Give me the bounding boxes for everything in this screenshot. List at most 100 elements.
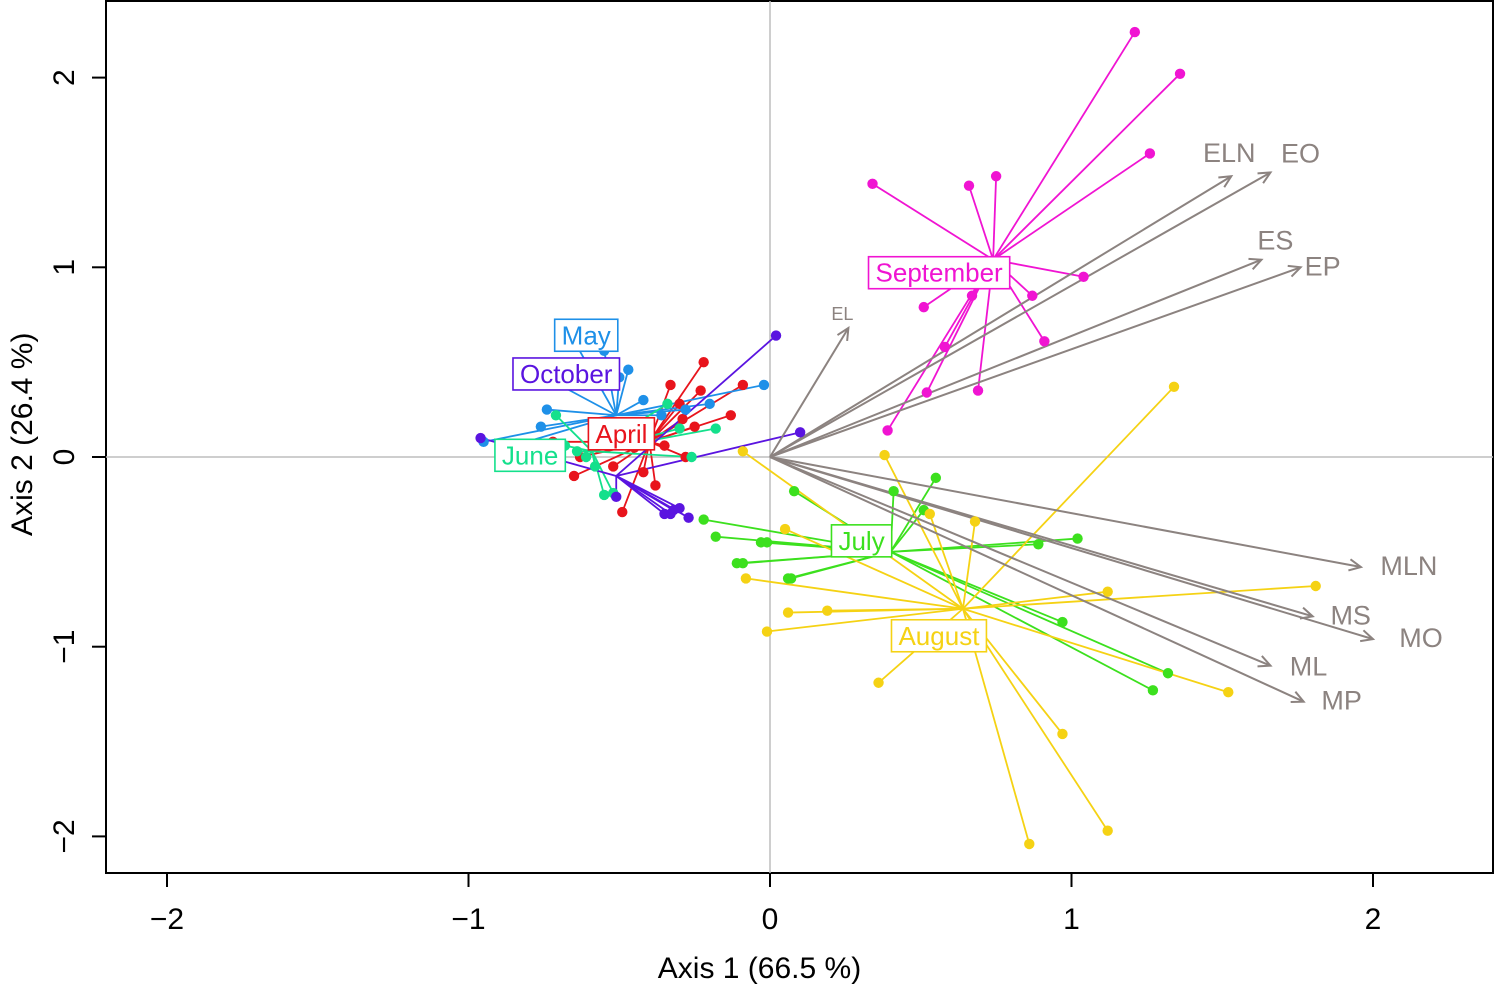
y-tick-label: 2 (48, 69, 81, 86)
data-point (737, 558, 749, 569)
data-point (924, 508, 935, 520)
data-point (873, 677, 884, 688)
data-point (740, 573, 752, 584)
data-point (623, 364, 634, 375)
arrow-head (1248, 257, 1264, 270)
data-point (665, 379, 676, 391)
data-point (822, 605, 833, 616)
data-point (758, 379, 770, 391)
x-tick-label: 2 (1365, 903, 1382, 936)
data-point (1102, 586, 1113, 597)
group-label-box (494, 438, 567, 473)
data-point (589, 461, 601, 472)
data-point (568, 470, 580, 482)
y-tick-label: −1 (48, 630, 81, 664)
arrow-head (1287, 264, 1303, 278)
spoke-line (889, 477, 937, 553)
group-label-box (890, 618, 988, 653)
x-axis: −2 −1 0 1 2 (150, 873, 1381, 936)
data-point (1102, 825, 1113, 836)
group-label-box (587, 417, 656, 451)
spoke-line (766, 607, 964, 633)
variable-label: ELN (1203, 138, 1256, 168)
arrow-head (1257, 655, 1273, 668)
data-point (990, 171, 1002, 182)
data-point (770, 330, 782, 341)
plot-frame (105, 0, 1494, 874)
variable-label: MO (1399, 623, 1443, 653)
spoke-line (962, 590, 1108, 610)
spoke-line (962, 386, 1175, 610)
group-label-box (830, 524, 893, 558)
data-point (704, 398, 715, 410)
spoke-line (968, 185, 994, 260)
data-point (571, 446, 583, 457)
data-point (867, 178, 878, 190)
x-tick-label: −2 (150, 903, 184, 936)
data-point (785, 573, 797, 584)
data-point (882, 425, 893, 436)
data-point (1168, 381, 1180, 393)
variable-label: MLN (1380, 551, 1437, 581)
spoke-line (591, 451, 606, 496)
group-label-text: April (595, 419, 647, 449)
arrow-head (1360, 629, 1376, 643)
variable-arrow (769, 258, 1262, 458)
variable-arrow (769, 266, 1301, 458)
spoke-line (962, 585, 1316, 610)
data-point (737, 379, 749, 391)
group-label-text: July (838, 526, 884, 556)
spoke-line (992, 31, 1136, 261)
data-point (535, 421, 547, 432)
x-tick-label: 0 (762, 903, 779, 936)
variable-label: EL (831, 304, 853, 324)
spoke-line (615, 334, 777, 477)
data-point (972, 385, 984, 396)
data-point (737, 446, 749, 457)
data-point (710, 423, 721, 434)
data-point (918, 301, 929, 313)
group-label-text: September (876, 258, 1004, 288)
data-point (1174, 68, 1186, 80)
y-tick-label: 1 (48, 259, 81, 276)
data-point (638, 394, 649, 406)
variable-arrow (769, 456, 1374, 641)
data-point (725, 410, 737, 421)
data-point (617, 506, 628, 518)
data-point (674, 423, 685, 434)
spoke-line (616, 402, 710, 417)
variable-label: MS (1330, 600, 1371, 630)
x-tick-label: 1 (1063, 903, 1080, 936)
data-point (966, 290, 978, 301)
spoke-line (872, 183, 994, 261)
data-point (550, 410, 562, 421)
y-tick-label: −2 (48, 819, 81, 853)
data-point (779, 523, 791, 535)
group-label-text: May (562, 320, 611, 350)
spoke-line (616, 384, 765, 417)
variable-label: EP (1305, 251, 1341, 281)
data-point (939, 341, 951, 353)
spoke-line (827, 607, 963, 612)
group-label-box (867, 255, 1011, 290)
spoke-line (962, 521, 976, 609)
arrow-head (1290, 691, 1306, 703)
spoke-line (992, 73, 1181, 261)
group-label-text: October (520, 359, 613, 389)
data-point (695, 385, 706, 396)
arrow-head (836, 326, 850, 342)
data-point (608, 461, 619, 472)
data-point (1039, 336, 1050, 347)
variable-arrow (769, 456, 1271, 667)
variable-arrow (769, 456, 1305, 703)
y-axis-title: Axis 2 (26.4 %) (6, 333, 39, 536)
spoke-line (890, 551, 1169, 675)
variable-label: EO (1281, 138, 1320, 168)
data-point (698, 356, 709, 368)
y-tick-label: 0 (48, 449, 81, 466)
data-point (782, 607, 794, 618)
spoke-line (555, 414, 593, 452)
spoke-line (890, 551, 1154, 692)
variable-arrow (769, 327, 850, 458)
